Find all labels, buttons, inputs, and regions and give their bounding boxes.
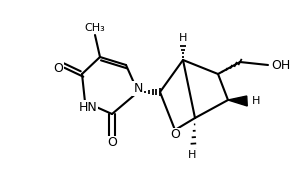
Text: O: O xyxy=(53,61,63,75)
Text: H: H xyxy=(252,96,260,106)
Text: OH: OH xyxy=(271,58,290,71)
Text: CH₃: CH₃ xyxy=(85,23,105,33)
Text: O: O xyxy=(170,129,180,142)
Text: H: H xyxy=(188,150,196,160)
Polygon shape xyxy=(228,96,247,106)
Text: O: O xyxy=(107,137,117,149)
Text: N: N xyxy=(133,82,143,95)
Text: HN: HN xyxy=(79,100,97,114)
Text: H: H xyxy=(179,33,187,43)
